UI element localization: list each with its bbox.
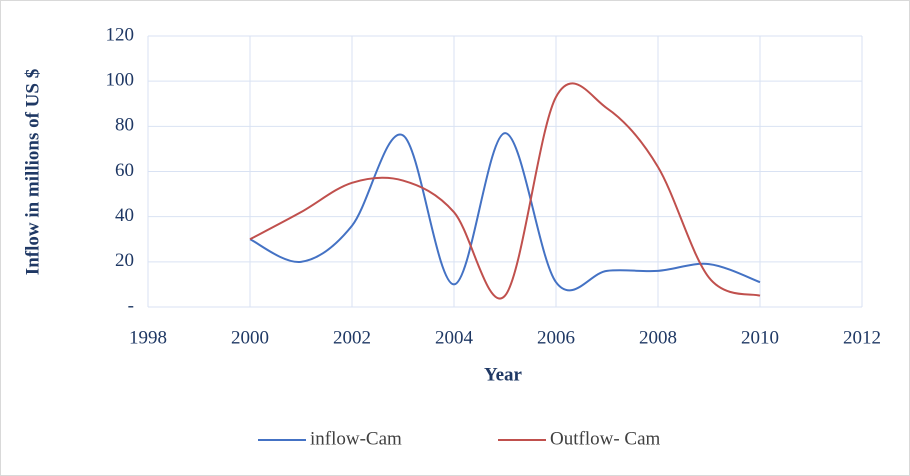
x-tick-label: 2010 bbox=[741, 327, 779, 348]
y-tick-label: 20 bbox=[115, 250, 134, 271]
x-tick-label: 1998 bbox=[129, 327, 167, 348]
x-tick-label: 2006 bbox=[537, 327, 575, 348]
y-tick-label: 120 bbox=[106, 24, 135, 45]
y-tick-label: 80 bbox=[115, 115, 134, 136]
x-axis-label: Year bbox=[484, 364, 523, 385]
x-tick-label: 2008 bbox=[639, 327, 677, 348]
x-tick-label: 2012 bbox=[843, 327, 881, 348]
y-tick-label: 100 bbox=[106, 70, 135, 91]
series-line bbox=[249, 132, 761, 292]
x-tick-label: 2002 bbox=[333, 327, 371, 348]
y-tick-label: 40 bbox=[115, 205, 134, 226]
legend-label: Outflow- Cam bbox=[550, 428, 661, 449]
y-tick-label: 60 bbox=[115, 160, 134, 181]
y-tick-label: - bbox=[128, 295, 134, 316]
legend-label: inflow-Cam bbox=[310, 428, 402, 449]
x-tick-label: 2004 bbox=[435, 327, 474, 348]
series-line bbox=[249, 82, 761, 300]
y-axis-label: Inflow in millions of US $ bbox=[22, 69, 43, 275]
x-tick-label: 2000 bbox=[231, 327, 269, 348]
